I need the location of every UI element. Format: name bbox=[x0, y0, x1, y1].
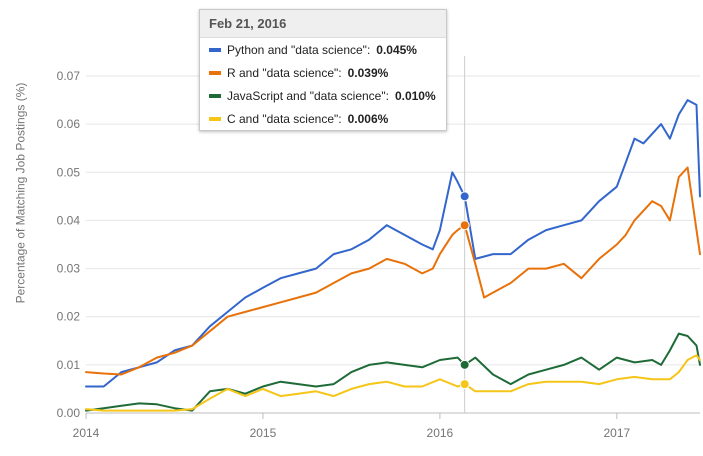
legend-swatch-c bbox=[209, 116, 221, 121]
tooltip-row-python: Python and "data science": 0.045% bbox=[200, 38, 446, 61]
hover-point-0 bbox=[459, 191, 470, 202]
series-line-2 bbox=[85, 332, 701, 412]
x-tick-label: 2015 bbox=[250, 426, 277, 440]
y-tick-label: 0.01 bbox=[57, 358, 81, 372]
y-tick-label: 0.05 bbox=[57, 165, 81, 179]
y-tick-label: 0.00 bbox=[57, 406, 81, 420]
series-line-0 bbox=[85, 99, 701, 388]
y-tick-label: 0.06 bbox=[57, 117, 81, 131]
hover-point-1 bbox=[459, 220, 470, 231]
hover-point-2 bbox=[459, 359, 470, 370]
y-tick-label: 0.03 bbox=[57, 262, 81, 276]
tooltip-value: 0.010% bbox=[394, 88, 436, 103]
tooltip-label: C and "data science": bbox=[227, 111, 342, 126]
tooltip-value: 0.006% bbox=[347, 111, 389, 126]
y-tick-label: 0.04 bbox=[57, 213, 81, 227]
tooltip-label: R and "data science": bbox=[227, 65, 342, 80]
legend-swatch-r bbox=[209, 70, 221, 75]
y-axis-label: Percentage of Matching Job Postings (%) bbox=[13, 82, 27, 304]
tooltip-row-c: C and "data science": 0.006% bbox=[200, 107, 446, 130]
tooltip-row-javascript: JavaScript and "data science": 0.010% bbox=[200, 84, 446, 107]
legend-swatch-javascript bbox=[209, 93, 221, 98]
hover-point-3 bbox=[459, 379, 470, 390]
series-line-1 bbox=[85, 166, 701, 376]
tooltip-label: JavaScript and "data science": bbox=[227, 88, 389, 103]
y-axis-label-container: Percentage of Matching Job Postings (%) bbox=[10, 28, 30, 358]
tooltip-label: Python and "data science": bbox=[227, 42, 371, 57]
tooltip: Feb 21, 2016 Python and "data science": … bbox=[199, 9, 447, 131]
x-tick-label: 2014 bbox=[73, 426, 100, 440]
y-tick-label: 0.07 bbox=[57, 69, 81, 83]
tooltip-value: 0.045% bbox=[376, 42, 417, 57]
legend-swatch-python bbox=[209, 47, 221, 52]
tooltip-row-r: R and "data science": 0.039% bbox=[200, 61, 446, 84]
series-line-3 bbox=[85, 354, 701, 412]
x-tick-label: 2016 bbox=[427, 426, 454, 440]
tooltip-date: Feb 21, 2016 bbox=[200, 10, 446, 38]
x-tick-label: 2017 bbox=[603, 426, 630, 440]
y-tick-label: 0.02 bbox=[57, 310, 81, 324]
tooltip-value: 0.039% bbox=[347, 65, 389, 80]
